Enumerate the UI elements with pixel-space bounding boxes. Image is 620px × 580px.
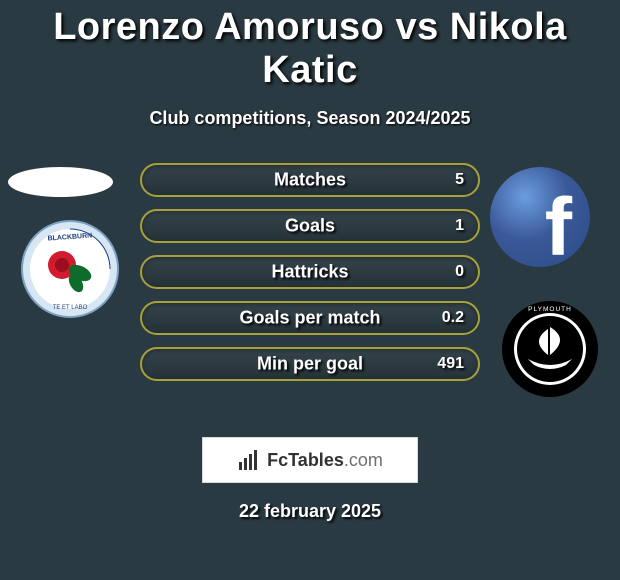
brand-name: FcTables — [267, 450, 344, 470]
brand-logo-box: FcTables.com — [202, 437, 418, 483]
facebook-f-icon: f — [545, 181, 572, 267]
svg-text:PLYMOUTH: PLYMOUTH — [528, 306, 572, 313]
brand-suffix: .com — [344, 450, 383, 470]
date-text: 22 february 2025 — [0, 501, 620, 522]
stat-value: 491 — [437, 355, 464, 373]
stat-bars: Matches 5 Goals 1 Hattricks 0 Goals per … — [140, 163, 480, 393]
stat-value: 5 — [455, 171, 464, 189]
stat-label: Matches — [274, 170, 346, 191]
brand-text: FcTables.com — [267, 450, 383, 471]
stat-value: 0.2 — [442, 309, 464, 327]
stat-row: Matches 5 — [140, 163, 480, 197]
stat-row: Hattricks 0 — [140, 255, 480, 289]
stat-label: Goals per match — [239, 308, 380, 329]
stat-label: Goals — [285, 216, 335, 237]
bar-chart-icon — [237, 448, 261, 472]
subtitle: Club competitions, Season 2024/2025 — [0, 108, 620, 129]
page-title: Lorenzo Amoruso vs Nikola Katic — [0, 0, 620, 92]
stat-row: Goals 1 — [140, 209, 480, 243]
stat-value: 1 — [455, 217, 464, 235]
club-badge-right: PLYMOUTH — [500, 299, 600, 399]
comparison-panel: BLACKBURN TE ET LABO f PLYMOUTH Matches … — [0, 163, 620, 423]
stat-label: Min per goal — [257, 354, 363, 375]
club-badge-left: BLACKBURN TE ET LABO — [20, 219, 120, 319]
player-right-avatar: f — [490, 167, 590, 267]
stat-label: Hattricks — [271, 262, 348, 283]
stat-row: Min per goal 491 — [140, 347, 480, 381]
stat-value: 0 — [455, 263, 464, 281]
player-left-avatar — [8, 167, 113, 197]
svg-text:TE ET LABO: TE ET LABO — [53, 305, 88, 311]
stat-row: Goals per match 0.2 — [140, 301, 480, 335]
